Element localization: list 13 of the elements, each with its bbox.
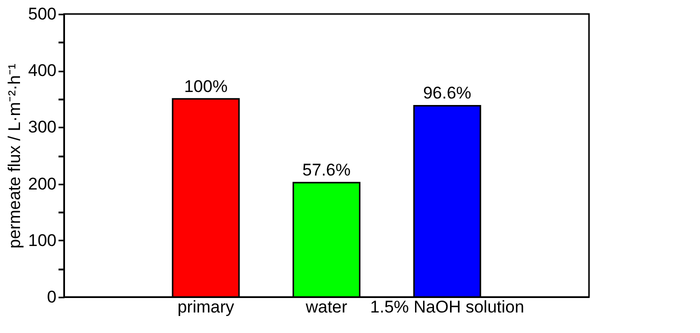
y-tick-label: 100 bbox=[28, 230, 56, 250]
y-tick-label: 200 bbox=[28, 174, 56, 194]
x-tick-label: 1.5% NaOH solution bbox=[370, 298, 524, 316]
annotation: 57.6% bbox=[302, 160, 351, 180]
annotation: 100% bbox=[184, 76, 228, 96]
y-axis-title: permeate flux / L·m⁻²·h⁻¹ bbox=[5, 63, 24, 248]
annotation: 96.6% bbox=[423, 84, 472, 103]
y-tick-label: 500 bbox=[28, 4, 56, 24]
y-tick-label: 300 bbox=[28, 118, 56, 137]
x-tick-label: water bbox=[304, 298, 348, 316]
y-tick-label: 0 bbox=[47, 288, 56, 306]
y-tick-label: 400 bbox=[28, 61, 56, 80]
x-tick-label: primary bbox=[177, 298, 235, 316]
